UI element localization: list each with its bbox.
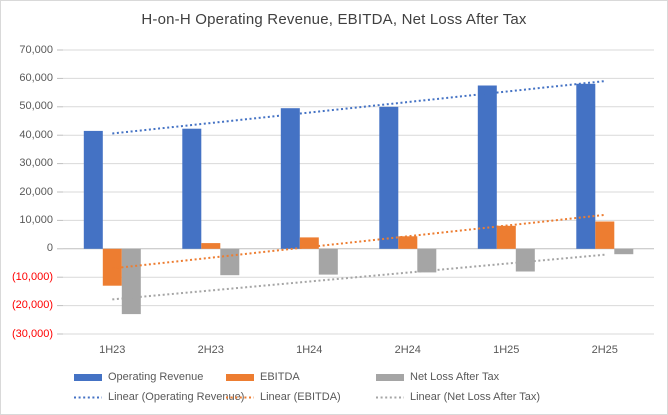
bar <box>496 225 516 249</box>
y-tick-label: 50,000 <box>19 100 53 113</box>
y-tick-label: 30,000 <box>19 157 53 170</box>
legend-item-linear-operating-revenue: Linear (Operating Revenue) <box>74 390 244 404</box>
legend-label: Linear (Net Loss After Tax) <box>410 391 541 403</box>
legend-item-linear-net-loss-after-tax: Linear (Net Loss After Tax) <box>376 390 540 404</box>
y-tick-label: 60,000 <box>19 71 53 84</box>
bar <box>299 237 319 249</box>
bar <box>576 83 596 249</box>
bar <box>102 248 122 286</box>
bar <box>220 248 240 276</box>
bar <box>595 221 615 249</box>
legend-dotted-swatch <box>74 396 102 398</box>
bar <box>83 130 103 249</box>
chart-title: H-on-H Operating Revenue, EBITDA, Net Lo… <box>141 11 527 28</box>
x-axis-label: 1H23 <box>99 344 126 356</box>
legend-label: Linear (Operating Revenue) <box>108 391 245 403</box>
legend-bar-swatch <box>74 373 102 381</box>
legend-item-net-loss-after-tax: Net Loss After Tax <box>376 370 499 384</box>
legend-label: Net Loss After Tax <box>410 371 500 383</box>
legend-label: EBITDA <box>260 371 300 383</box>
y-tick-label: (20,000) <box>12 299 53 312</box>
bar <box>417 248 437 273</box>
y-tick-label: (10,000) <box>12 270 53 283</box>
bar <box>121 248 141 315</box>
y-tick-label: 10,000 <box>19 213 53 226</box>
bar <box>614 248 634 255</box>
x-axis-label: 1H25 <box>493 344 520 356</box>
x-axis-label: 2H24 <box>394 344 421 356</box>
bar <box>318 248 338 275</box>
legend-dotted-swatch <box>376 396 404 398</box>
legend-dotted-swatch <box>226 396 254 398</box>
legend-bar-swatch <box>226 373 254 381</box>
legend-item-ebitda: EBITDA <box>226 370 300 384</box>
legend-label: Linear (EBITDA) <box>260 391 341 403</box>
legend-label: Operating Revenue <box>108 371 204 383</box>
bar <box>379 106 399 249</box>
x-axis-label: 2H23 <box>197 344 224 356</box>
y-tick-label: (30,000) <box>12 327 53 340</box>
y-tick-label: 70,000 <box>19 43 53 56</box>
bar <box>201 243 221 249</box>
y-tick-label: 0 <box>46 242 53 255</box>
x-axis-label: 1H24 <box>296 344 323 356</box>
bar <box>515 248 535 272</box>
legend-bar-swatch <box>376 373 404 381</box>
y-tick-label: 40,000 <box>19 128 53 141</box>
bar <box>477 85 497 249</box>
legend-item-linear-ebitda: Linear (EBITDA) <box>226 390 341 404</box>
y-tick-label: 20,000 <box>19 185 53 198</box>
x-axis-label: 2H25 <box>591 344 618 356</box>
bar <box>182 128 202 249</box>
legend-item-operating-revenue: Operating Revenue <box>74 370 203 384</box>
bar <box>398 236 418 249</box>
bar <box>280 108 300 249</box>
